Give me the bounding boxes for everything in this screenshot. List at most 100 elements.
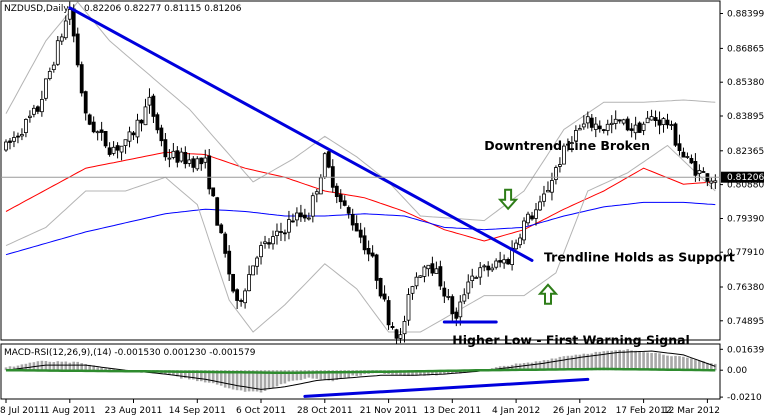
macd-histogram-bar <box>431 370 434 375</box>
candle <box>665 113 670 129</box>
candle <box>645 111 650 124</box>
candle <box>478 262 483 285</box>
candle <box>227 245 232 281</box>
macd-histogram-bar <box>331 370 335 382</box>
candle-body <box>378 277 383 297</box>
price-tick-label: 0.88399 <box>727 10 764 20</box>
candle <box>107 142 112 157</box>
candle <box>251 265 256 276</box>
candle <box>306 212 311 221</box>
macd-histogram-bar <box>690 358 693 371</box>
candle <box>271 230 275 250</box>
macd-histogram-bar <box>435 370 438 376</box>
candle-body <box>641 123 646 131</box>
candle-body <box>653 117 658 121</box>
macd-histogram-bar <box>530 362 534 371</box>
macd-histogram-bar <box>80 363 83 371</box>
candle <box>294 207 299 227</box>
macd-histogram-bar <box>546 360 550 371</box>
candle-body <box>454 311 459 319</box>
candle-body <box>275 230 279 236</box>
macd-histogram-bar <box>638 351 641 371</box>
price-tick-label: 0.77910 <box>727 248 764 258</box>
macd-histogram-bar <box>104 368 107 371</box>
candle <box>95 130 100 141</box>
macd-histogram-bar <box>694 359 697 371</box>
annotation-downtrend-broken: Downtrend Line Broken <box>484 138 650 153</box>
candle-body <box>279 231 283 233</box>
candle <box>597 120 602 133</box>
candle <box>621 118 626 126</box>
candle-body <box>554 167 558 180</box>
candle <box>526 211 530 226</box>
price-tick-label: 0.76380 <box>727 283 764 293</box>
macd-histogram-bar <box>411 370 414 376</box>
down-arrow-icon <box>497 188 519 211</box>
candle-body <box>290 220 295 223</box>
macd-histogram-bar <box>658 353 661 371</box>
candle-body <box>693 160 698 176</box>
macd-histogram-bar <box>275 370 279 387</box>
candle <box>183 146 188 169</box>
candle-body <box>498 260 503 263</box>
candle <box>570 136 574 153</box>
candle-body <box>506 258 511 265</box>
candle-body <box>47 71 52 80</box>
candle-body <box>394 329 399 339</box>
candle-body <box>366 247 371 255</box>
candle-body <box>430 263 435 274</box>
candle-body <box>538 201 542 211</box>
time-tick-label: 8 Jul 2011 <box>0 406 45 416</box>
candle <box>322 152 327 179</box>
candle-body <box>713 180 718 183</box>
candle <box>91 116 96 134</box>
candle <box>637 121 642 133</box>
candle <box>422 265 427 283</box>
candle-body <box>167 157 172 160</box>
macd-histogram-bar <box>227 370 231 389</box>
candle <box>12 131 16 148</box>
candle <box>159 124 164 147</box>
candle <box>370 245 375 258</box>
candle <box>219 223 224 234</box>
candle <box>63 15 68 40</box>
macd-histogram-bar <box>192 370 195 380</box>
candle <box>27 110 32 123</box>
candle <box>167 149 172 168</box>
candle <box>486 261 491 277</box>
macd-histogram-bar <box>550 358 554 371</box>
candle-body <box>334 185 339 197</box>
candle-body <box>282 232 287 235</box>
candle-body <box>243 290 248 304</box>
candle-body <box>685 156 690 158</box>
candle-body <box>382 293 387 300</box>
candle-body <box>219 224 224 234</box>
candle-body <box>577 128 582 131</box>
macd-histogram-bar <box>4 367 8 371</box>
candle-body <box>390 325 395 328</box>
candle <box>518 233 522 249</box>
macd-histogram-bar <box>610 350 613 371</box>
chart-symbol: NZDUSD,Daily <box>4 4 69 14</box>
candle <box>302 208 307 222</box>
candle-body <box>633 124 638 134</box>
candle <box>59 33 64 45</box>
price-tick-label: 0.86865 <box>727 44 764 54</box>
candle-body <box>131 132 136 136</box>
macd-histogram-bar <box>200 370 203 382</box>
candle-body <box>542 193 546 202</box>
macd-histogram-bar <box>231 370 235 390</box>
macd-histogram-bar <box>526 362 530 371</box>
macd-histogram-bar <box>710 363 713 371</box>
candle <box>75 27 80 68</box>
candle <box>649 109 654 121</box>
candle <box>362 227 367 255</box>
candle-body <box>23 119 28 134</box>
candle-body <box>362 235 367 251</box>
macd-histogram-bar <box>646 352 649 371</box>
candle <box>701 167 706 173</box>
candle-body <box>558 164 562 167</box>
candle <box>231 273 236 294</box>
candle <box>641 121 646 136</box>
